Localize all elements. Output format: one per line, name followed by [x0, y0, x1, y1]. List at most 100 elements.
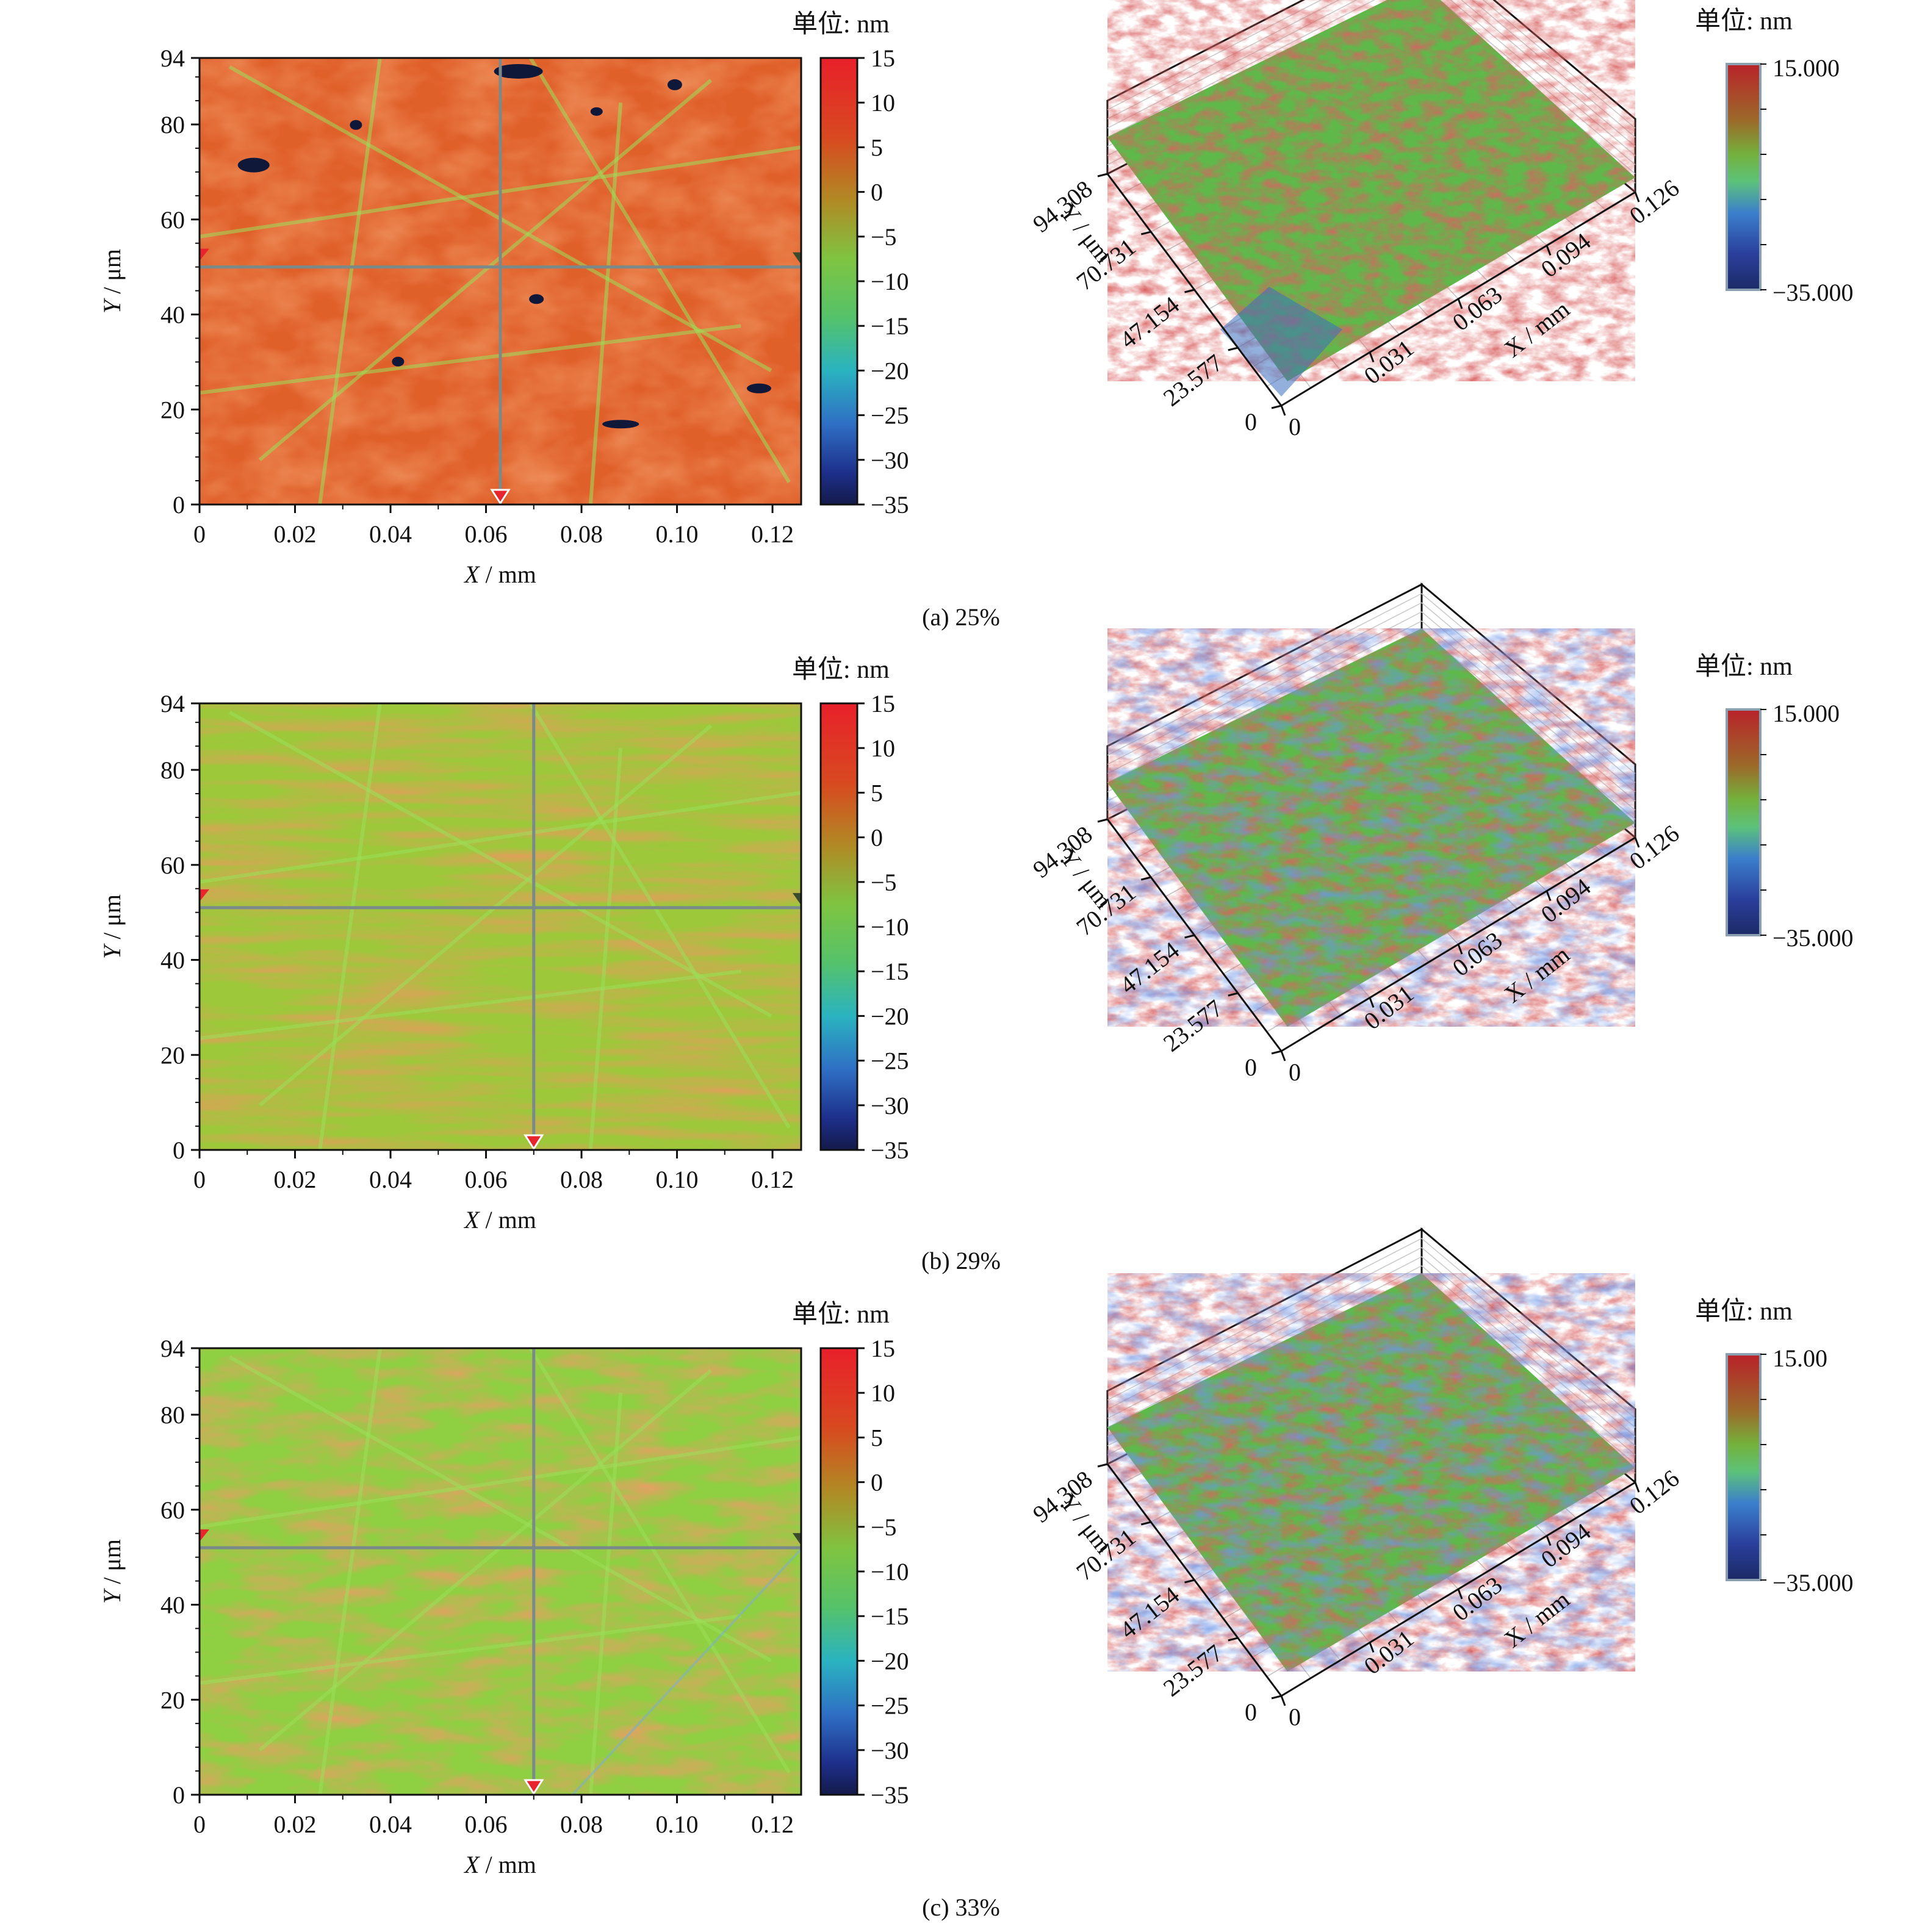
colorbar-tick-label: −35 — [871, 491, 909, 519]
y-axis: 0 20 40 60 80 94 Y / μm — [98, 45, 200, 519]
surface-texture-blue — [1107, 628, 1635, 1027]
colorbar-tick-label: 15 — [871, 45, 895, 72]
scratch-line — [199, 969, 741, 1040]
colorbar-2d: 15 10 5 0 −5 −10 −15 −20 −25 −30 −35 — [819, 690, 909, 1164]
colorbar-tick-label: −10 — [871, 1558, 909, 1585]
plot-frame — [198, 1347, 802, 1796]
wall-grid-line — [1421, 602, 1636, 783]
panel-caption: (b) 29% — [921, 1247, 1001, 1274]
y-axis-label: Y / μm — [98, 249, 126, 314]
surface-y-tick-label: 23.577 — [1158, 349, 1228, 412]
surface-x-tick-label: 0.031 — [1359, 1625, 1419, 1680]
colorbar-tick-label: 5 — [871, 134, 883, 161]
surface-y-tick — [1097, 818, 1108, 823]
surface-y-tick-label: 47.154 — [1115, 291, 1184, 354]
colorbar-3d-gradient — [1726, 708, 1762, 936]
y-tick-label: 40 — [160, 301, 185, 329]
y-tick-label: 0 — [173, 491, 185, 519]
x-axis: 0 0.02 0.04 0.06 0.08 0.10 0.12 X / mm — [193, 505, 794, 588]
scratch-line — [199, 324, 741, 395]
colorbar-tick-label: −30 — [871, 1737, 909, 1764]
y-tick-label: 60 — [160, 206, 185, 234]
surface-x-axis-label: X / mm — [1499, 1585, 1575, 1653]
crosshair-marker-right — [793, 1533, 801, 1546]
colorbar-tick-label: −35 — [871, 1137, 909, 1164]
surface-x-axis-label: X / mm — [1499, 941, 1575, 1008]
colorbar-3d: 15.000 −35.000 — [1726, 700, 1854, 952]
x-axis: 0 0.02 0.04 0.06 0.08 0.10 0.12 X / mm — [193, 1795, 794, 1878]
surface-x-tick-label: 0.031 — [1359, 334, 1419, 390]
surface-x-tick — [1634, 1482, 1640, 1493]
surface-y-tick-label: 0 — [1245, 1698, 1257, 1726]
surface-x-tick-label: 0.094 — [1536, 228, 1596, 283]
surface-x-tick — [1369, 351, 1375, 363]
colorbar-2d-gradient — [819, 57, 858, 506]
wall-grid-line — [1421, 1256, 1636, 1437]
wall-grid-line — [1450, 0, 1636, 156]
x-tick-label: 0.06 — [465, 1166, 508, 1193]
colorbar-tick-label: −25 — [871, 402, 909, 429]
y-tick-label: 80 — [160, 1401, 185, 1429]
colorbar-tick-label: −15 — [871, 312, 909, 340]
wall-grid-line — [1107, 1265, 1422, 1428]
wall-grid-line — [1421, 593, 1636, 774]
y-tick-label: 0 — [173, 1781, 185, 1809]
scratch-line — [528, 1347, 791, 1773]
colorbar-tick-label: 5 — [871, 779, 883, 806]
y-axis-label: Y / μm — [98, 894, 126, 959]
x-axis-label: X / mm — [463, 1851, 536, 1878]
colorbar-tick-label: −10 — [871, 268, 909, 295]
y-tick-label: 40 — [160, 947, 185, 974]
wall-grid-line — [1107, 0, 1375, 138]
plot-frame — [198, 702, 802, 1151]
surface-x-tick — [1457, 944, 1463, 955]
colorbar-tick-label: 10 — [871, 89, 895, 117]
colorbar-2d: 15 10 5 0 −5 −10 −15 −20 −25 −30 −35 — [819, 45, 909, 519]
colorbar-tick-label: 10 — [871, 1379, 895, 1407]
surface-y-tick — [1140, 231, 1151, 235]
x-tick-label: 0.02 — [274, 1166, 317, 1193]
colorbar-tick-label: −15 — [871, 958, 909, 985]
crosshair-marker-right — [793, 252, 801, 265]
wall-grid-line — [1107, 0, 1340, 120]
surface-y-tick — [1184, 934, 1195, 939]
surface-y-tick — [1097, 1463, 1108, 1468]
colorbar-tick-label: −25 — [871, 1047, 909, 1075]
colorbar-tick-label: 15 — [871, 1335, 895, 1362]
y-tick-label: 60 — [160, 852, 185, 879]
x-tick-label: 0.02 — [274, 1811, 317, 1838]
colorbar-2d-gradient — [819, 702, 858, 1151]
wall-grid-line — [1439, 0, 1636, 165]
wall-grid-line — [1482, 0, 1636, 129]
crosshair-marker-x — [490, 489, 511, 505]
wall-grid-line — [1107, 620, 1422, 783]
pit — [529, 294, 544, 304]
unit-label-2d: 单位: nm — [792, 1300, 890, 1329]
y-tick-label: 80 — [160, 756, 185, 784]
colorbar-tick-label: −5 — [871, 869, 897, 896]
colorbar-2d: 15 10 5 0 −5 −10 −15 −20 −25 −30 −35 — [819, 1335, 909, 1809]
surface-x-tick — [1546, 1535, 1552, 1546]
y-tick-label: 94 — [160, 45, 185, 72]
surface-x-tick — [1457, 298, 1463, 309]
colorbar-3d: 15.00 −35.000 — [1726, 1345, 1854, 1596]
x-axis: 0 0.02 0.04 0.06 0.08 0.10 0.12 X / mm — [193, 1150, 794, 1234]
surface-y-tick-label: 47.154 — [1115, 936, 1184, 999]
surface-y-axis-label: Y / μm — [1054, 844, 1118, 914]
colorbar-tick-label: −25 — [871, 1692, 909, 1720]
y-tick-label: 20 — [160, 396, 185, 423]
unit-label-2d: 单位: nm — [792, 655, 890, 684]
x-axis-label: X / mm — [463, 561, 536, 588]
wall-grid-line — [1107, 593, 1422, 756]
surface-y-tick-label: 0 — [1245, 1054, 1257, 1081]
surface-x-tick — [1280, 1050, 1286, 1061]
surface-x-tick — [1634, 192, 1640, 203]
x-tick-label: 0.08 — [560, 520, 603, 548]
x-tick-label: 0.02 — [274, 520, 317, 548]
surface-x-tick — [1369, 1642, 1375, 1653]
wall-grid-line — [1107, 0, 1358, 129]
surface-x-tick-label: 0.063 — [1447, 1571, 1508, 1626]
